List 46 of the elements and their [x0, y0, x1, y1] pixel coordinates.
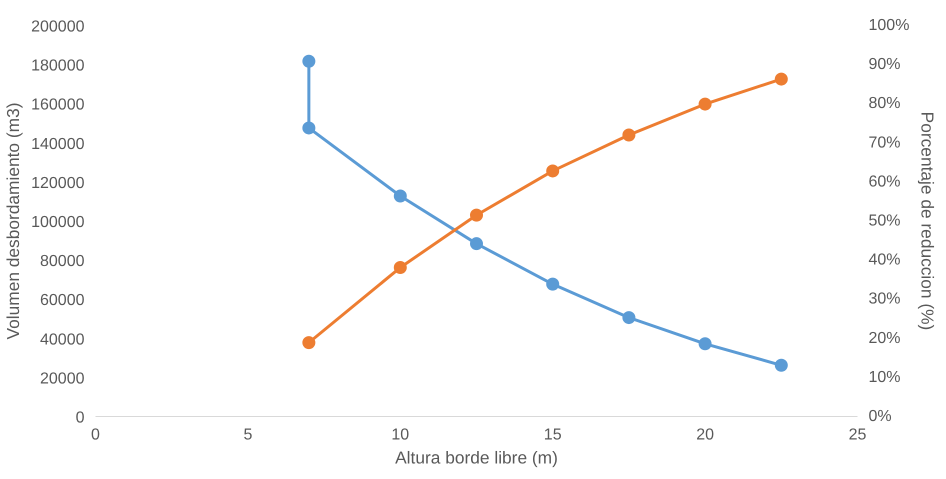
point: [774, 358, 788, 372]
point: [698, 337, 712, 350]
y2-tick-label: 20%: [868, 330, 901, 347]
point: [302, 336, 316, 350]
y2-tick-label: 90%: [868, 56, 901, 74]
y2-tick-label: 30%: [868, 290, 901, 308]
point: [470, 208, 483, 222]
y-tick-label: 80000: [40, 253, 85, 270]
x-tick-label: 0: [91, 426, 100, 444]
y2-tick-label: 80%: [868, 95, 901, 112]
point: [622, 311, 636, 324]
x-tick-label: 5: [243, 426, 252, 444]
y2-tick-label: 10%: [868, 368, 901, 386]
point: [302, 54, 316, 68]
y-tick-label: 140000: [31, 136, 85, 153]
point: [470, 237, 483, 250]
x-tick-label: 10: [391, 426, 410, 444]
point: [546, 278, 560, 291]
point: [698, 98, 712, 111]
y-tick-label: 180000: [31, 58, 85, 75]
y-tick-label: 120000: [31, 174, 85, 192]
point: [546, 164, 560, 178]
y2-tick-label: 70%: [868, 134, 901, 152]
x-tick-label: 15: [544, 426, 562, 444]
x-tick-label: 25: [848, 426, 866, 444]
y-tick-label: 40000: [40, 331, 85, 348]
point: [622, 128, 636, 142]
point: [774, 72, 788, 86]
y-tick-label: 160000: [31, 96, 85, 114]
point: [302, 121, 316, 134]
y2-tick-label: 100%: [868, 17, 910, 34]
y2-tick-label: 50%: [868, 212, 901, 230]
y-tick-label: 100000: [31, 214, 85, 231]
y-tick-label: 0: [76, 410, 85, 426]
point: [394, 261, 407, 274]
y2-axis-title: Porcentaje de reduccion (%): [917, 112, 938, 330]
y-tick-label: 60000: [40, 292, 85, 310]
y-axis-title: Volumen desbordamiento (m3): [3, 102, 24, 340]
y2-tick-label: 0%: [868, 408, 892, 425]
y2-tick-label: 40%: [868, 252, 901, 269]
y-tick-label: 200000: [31, 18, 85, 36]
point: [394, 189, 407, 202]
x-tick-label: 20: [696, 426, 714, 444]
y-tick-label: 20000: [40, 370, 85, 388]
y2-tick-label: 60%: [868, 173, 901, 190]
x-axis-title: Altura borde libre (m): [395, 448, 558, 468]
